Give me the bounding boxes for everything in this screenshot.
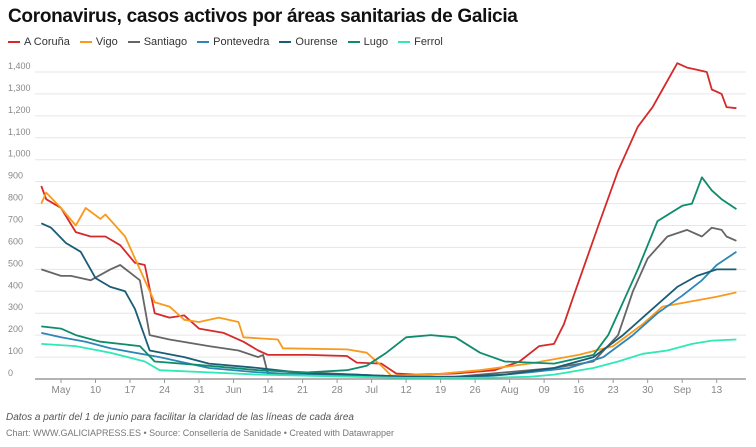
y-tick-label: 0	[8, 368, 13, 378]
legend-item: Lugo	[347, 36, 389, 48]
x-tick-label: Aug	[501, 385, 519, 396]
legend-item: A Coruña	[8, 36, 70, 48]
legend-item: Ourense	[279, 36, 338, 48]
legend-item: Pontevedra	[197, 36, 269, 48]
x-tick-label: 30	[642, 385, 654, 396]
y-tick-label: 200	[8, 324, 23, 334]
x-tick-label: 24	[159, 385, 171, 396]
y-tick-label: 400	[8, 280, 23, 290]
y-tick-label: 800	[8, 193, 23, 203]
x-tick-label: 13	[711, 385, 723, 396]
x-tick-label: 26	[470, 385, 482, 396]
legend-swatch	[279, 41, 292, 43]
series-line-vigo	[40, 191, 737, 377]
line-chart: 0 100 200 300 400 500 600 700 800 900 1,000 1,100 1,…	[8, 61, 746, 396]
y-tick-label: 1,100	[8, 127, 31, 137]
legend-item: Santiago	[127, 36, 188, 48]
legend-swatch	[127, 41, 140, 43]
x-tick-label: 19	[435, 385, 447, 396]
chart-title: Coronavirus, casos activos por áreas san…	[8, 6, 518, 27]
legend-swatch	[8, 41, 20, 43]
y-tick-label: 300	[8, 302, 23, 312]
x-tick-label: Jul	[365, 385, 378, 396]
legend-label: Ferrol	[414, 36, 443, 48]
legend-swatch	[398, 41, 411, 43]
y-tick-label: 700	[8, 215, 23, 225]
x-tick-label: 28	[332, 385, 344, 396]
y-tick-label: 900	[8, 171, 23, 181]
y-tick-label: 1,200	[8, 105, 31, 115]
chart-note: Datos a partir del 1 de junio para facil…	[6, 412, 354, 423]
legend-swatch	[347, 41, 360, 43]
x-tick-label: 17	[124, 385, 136, 396]
x-tick-label: Jun	[225, 385, 241, 396]
x-tick-label: 12	[401, 385, 413, 396]
legend-swatch	[79, 41, 92, 43]
legend-label: Lugo	[363, 36, 389, 48]
y-tick-label: 1,300	[8, 83, 31, 93]
legend-label: A Coruña	[24, 36, 70, 48]
legend: A Coruña Vigo Santiago Pontevedra Ourense Lug…	[8, 36, 443, 48]
legend-label: Vigo	[95, 36, 118, 48]
legend-label: Santiago	[143, 36, 188, 48]
series-line-ourense	[40, 222, 737, 378]
series-line-ferrol	[41, 338, 737, 379]
x-tick-label: Sep	[673, 385, 691, 396]
x-tick-label: 09	[539, 385, 551, 396]
legend-label: Pontevedra	[213, 36, 270, 48]
legend-item: Vigo	[79, 36, 118, 48]
x-tick-label: 23	[608, 385, 620, 396]
x-tick-label: 14	[262, 385, 274, 396]
chart-credit: Chart: WWW.GALICIAPRESS.ES • Source: Con…	[6, 428, 394, 438]
y-tick-label: 500	[8, 258, 23, 268]
legend-label: Ourense	[295, 36, 338, 48]
series-line-lugo	[41, 176, 737, 374]
legend-item: Ferrol	[398, 36, 443, 48]
y-tick-label: 100	[8, 346, 23, 356]
y-tick-label: 1,000	[8, 149, 31, 159]
x-tick-label: 16	[573, 385, 585, 396]
y-tick-label: 1,400	[8, 61, 31, 71]
x-tick-label: 31	[193, 385, 205, 396]
y-tick-label: 600	[8, 236, 23, 246]
x-tick-label: 10	[90, 385, 102, 396]
x-tick-label: 21	[297, 385, 309, 396]
legend-swatch	[197, 41, 210, 43]
x-tick-label: May	[52, 385, 71, 396]
